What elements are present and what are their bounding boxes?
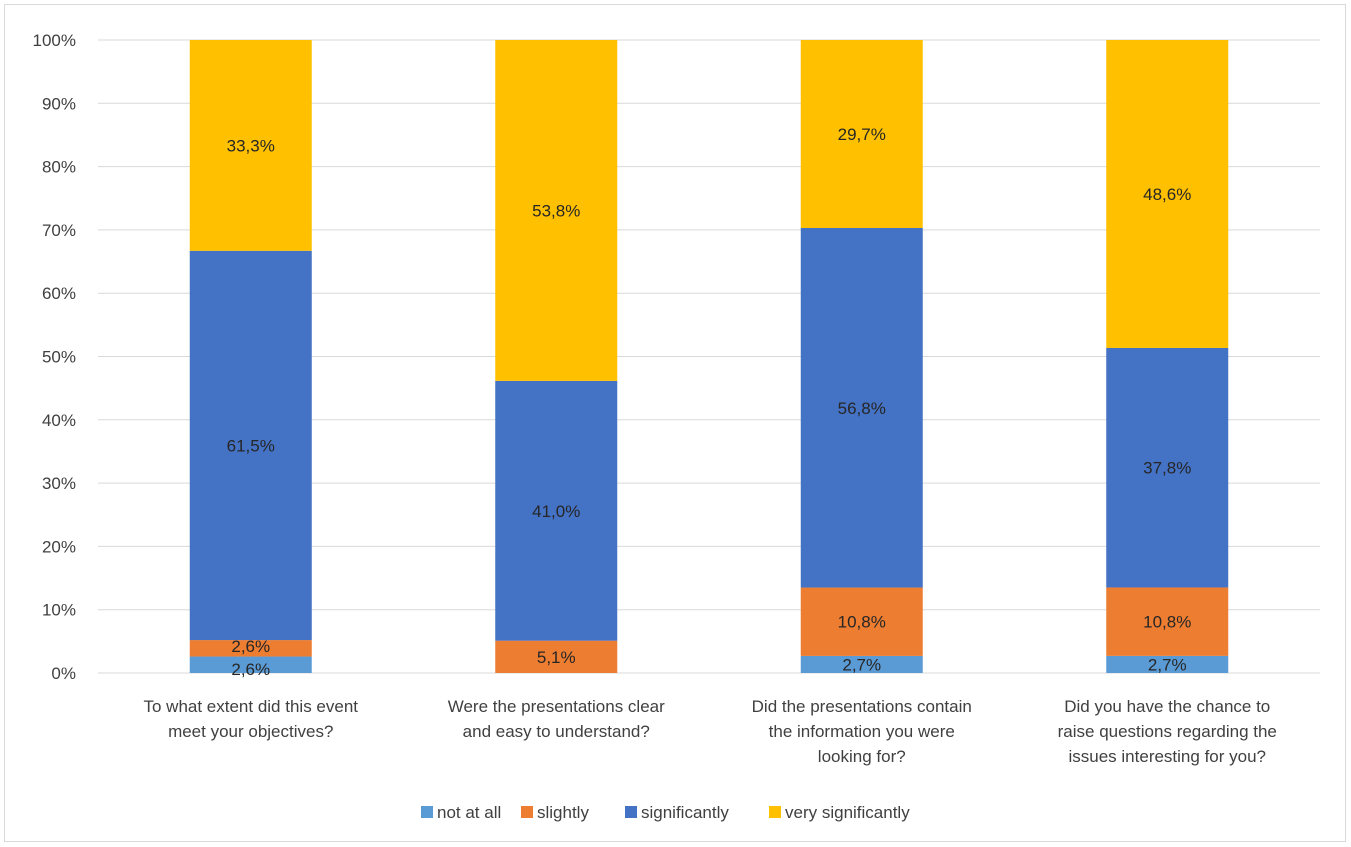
legend-swatch xyxy=(625,806,637,818)
bar-segment xyxy=(495,40,618,381)
y-tick-label: 30% xyxy=(42,474,76,493)
x-category-label: To what extent did this event meet your o… xyxy=(143,697,358,741)
bar-segment xyxy=(1106,40,1229,348)
legend-label: significantly xyxy=(641,803,729,822)
x-category-label-line: meet your objectives? xyxy=(168,722,333,741)
data-label: 53,8% xyxy=(532,201,580,220)
bar-segment xyxy=(800,40,923,229)
y-tick-label: 80% xyxy=(42,158,76,177)
data-label: 61,5% xyxy=(227,436,275,455)
bars xyxy=(189,40,1229,673)
x-category-label-line: the information you were xyxy=(769,722,955,741)
data-label: 29,7% xyxy=(838,125,886,144)
data-label: 37,8% xyxy=(1143,459,1191,478)
y-tick-label: 70% xyxy=(42,221,76,240)
data-label: 56,8% xyxy=(838,399,886,418)
chart-border xyxy=(4,4,1346,842)
bar-segment xyxy=(189,656,312,673)
y-axis-ticks: 0% 10% 20% 30% 40% 50% 60% 70% 80% 90% 100% xyxy=(33,31,76,683)
legend-swatch xyxy=(421,806,433,818)
bar-segment xyxy=(189,250,312,641)
bar-segment xyxy=(1106,347,1229,588)
bar-segment xyxy=(1106,587,1229,656)
x-category-label-line: Did the presentations contain xyxy=(752,697,972,716)
y-tick-label: 20% xyxy=(42,537,76,556)
bar-segment xyxy=(495,640,618,673)
data-label: 10,8% xyxy=(838,613,886,632)
bar-segment xyxy=(189,640,312,657)
y-tick-label: 90% xyxy=(42,94,76,113)
bar-segment xyxy=(495,380,618,641)
x-axis-labels: To what extent did this event meet your o… xyxy=(143,697,1276,766)
y-tick-label: 0% xyxy=(51,664,76,683)
x-category-label-line: and easy to understand? xyxy=(463,722,650,741)
legend-label: not at all xyxy=(437,803,501,822)
legend-swatch xyxy=(521,806,533,818)
data-labels: 2,6% 2,6% 61,5% 33,3% 5,1% 41,0% 53,8% 2,7% 10,8… xyxy=(227,125,1192,679)
legend-swatch xyxy=(769,806,781,818)
bar-segment xyxy=(1106,655,1229,673)
data-label: 2,7% xyxy=(842,655,881,674)
bar-segment xyxy=(189,40,312,251)
x-category-label-line: Were the presentations clear xyxy=(448,697,665,716)
x-category-label-line: issues interesting for you? xyxy=(1069,747,1267,766)
legend-label: slightly xyxy=(537,803,589,822)
x-category-label: Did the presentations contain the informa… xyxy=(752,697,972,766)
y-tick-label: 100% xyxy=(33,31,76,50)
x-category-label-line: To what extent did this event xyxy=(143,697,358,716)
x-category-label-line: raise questions regarding the xyxy=(1058,722,1277,741)
data-label: 33,3% xyxy=(227,136,275,155)
data-label: 10,8% xyxy=(1143,613,1191,632)
data-label: 2,6% xyxy=(231,637,270,656)
data-label: 48,6% xyxy=(1143,185,1191,204)
y-tick-label: 40% xyxy=(42,411,76,430)
x-category-label: Were the presentations clear and easy to … xyxy=(448,697,665,741)
y-tick-label: 10% xyxy=(42,601,76,620)
y-tick-label: 50% xyxy=(42,348,76,367)
bar-segment xyxy=(800,587,923,656)
bar-segment xyxy=(800,228,923,588)
bar-segment xyxy=(800,655,923,673)
data-label: 2,7% xyxy=(1148,655,1187,674)
x-category-label: Did you have the chance to raise question… xyxy=(1058,697,1277,766)
data-label: 5,1% xyxy=(537,648,576,667)
legend-label: very significantly xyxy=(785,803,910,822)
x-category-label-line: Did you have the chance to xyxy=(1064,697,1270,716)
data-label: 2,6% xyxy=(231,660,270,679)
legend: not at all slightly significantly very sign… xyxy=(421,803,910,822)
x-category-label-line: looking for? xyxy=(818,747,906,766)
y-tick-label: 60% xyxy=(42,284,76,303)
data-label: 41,0% xyxy=(532,502,580,521)
